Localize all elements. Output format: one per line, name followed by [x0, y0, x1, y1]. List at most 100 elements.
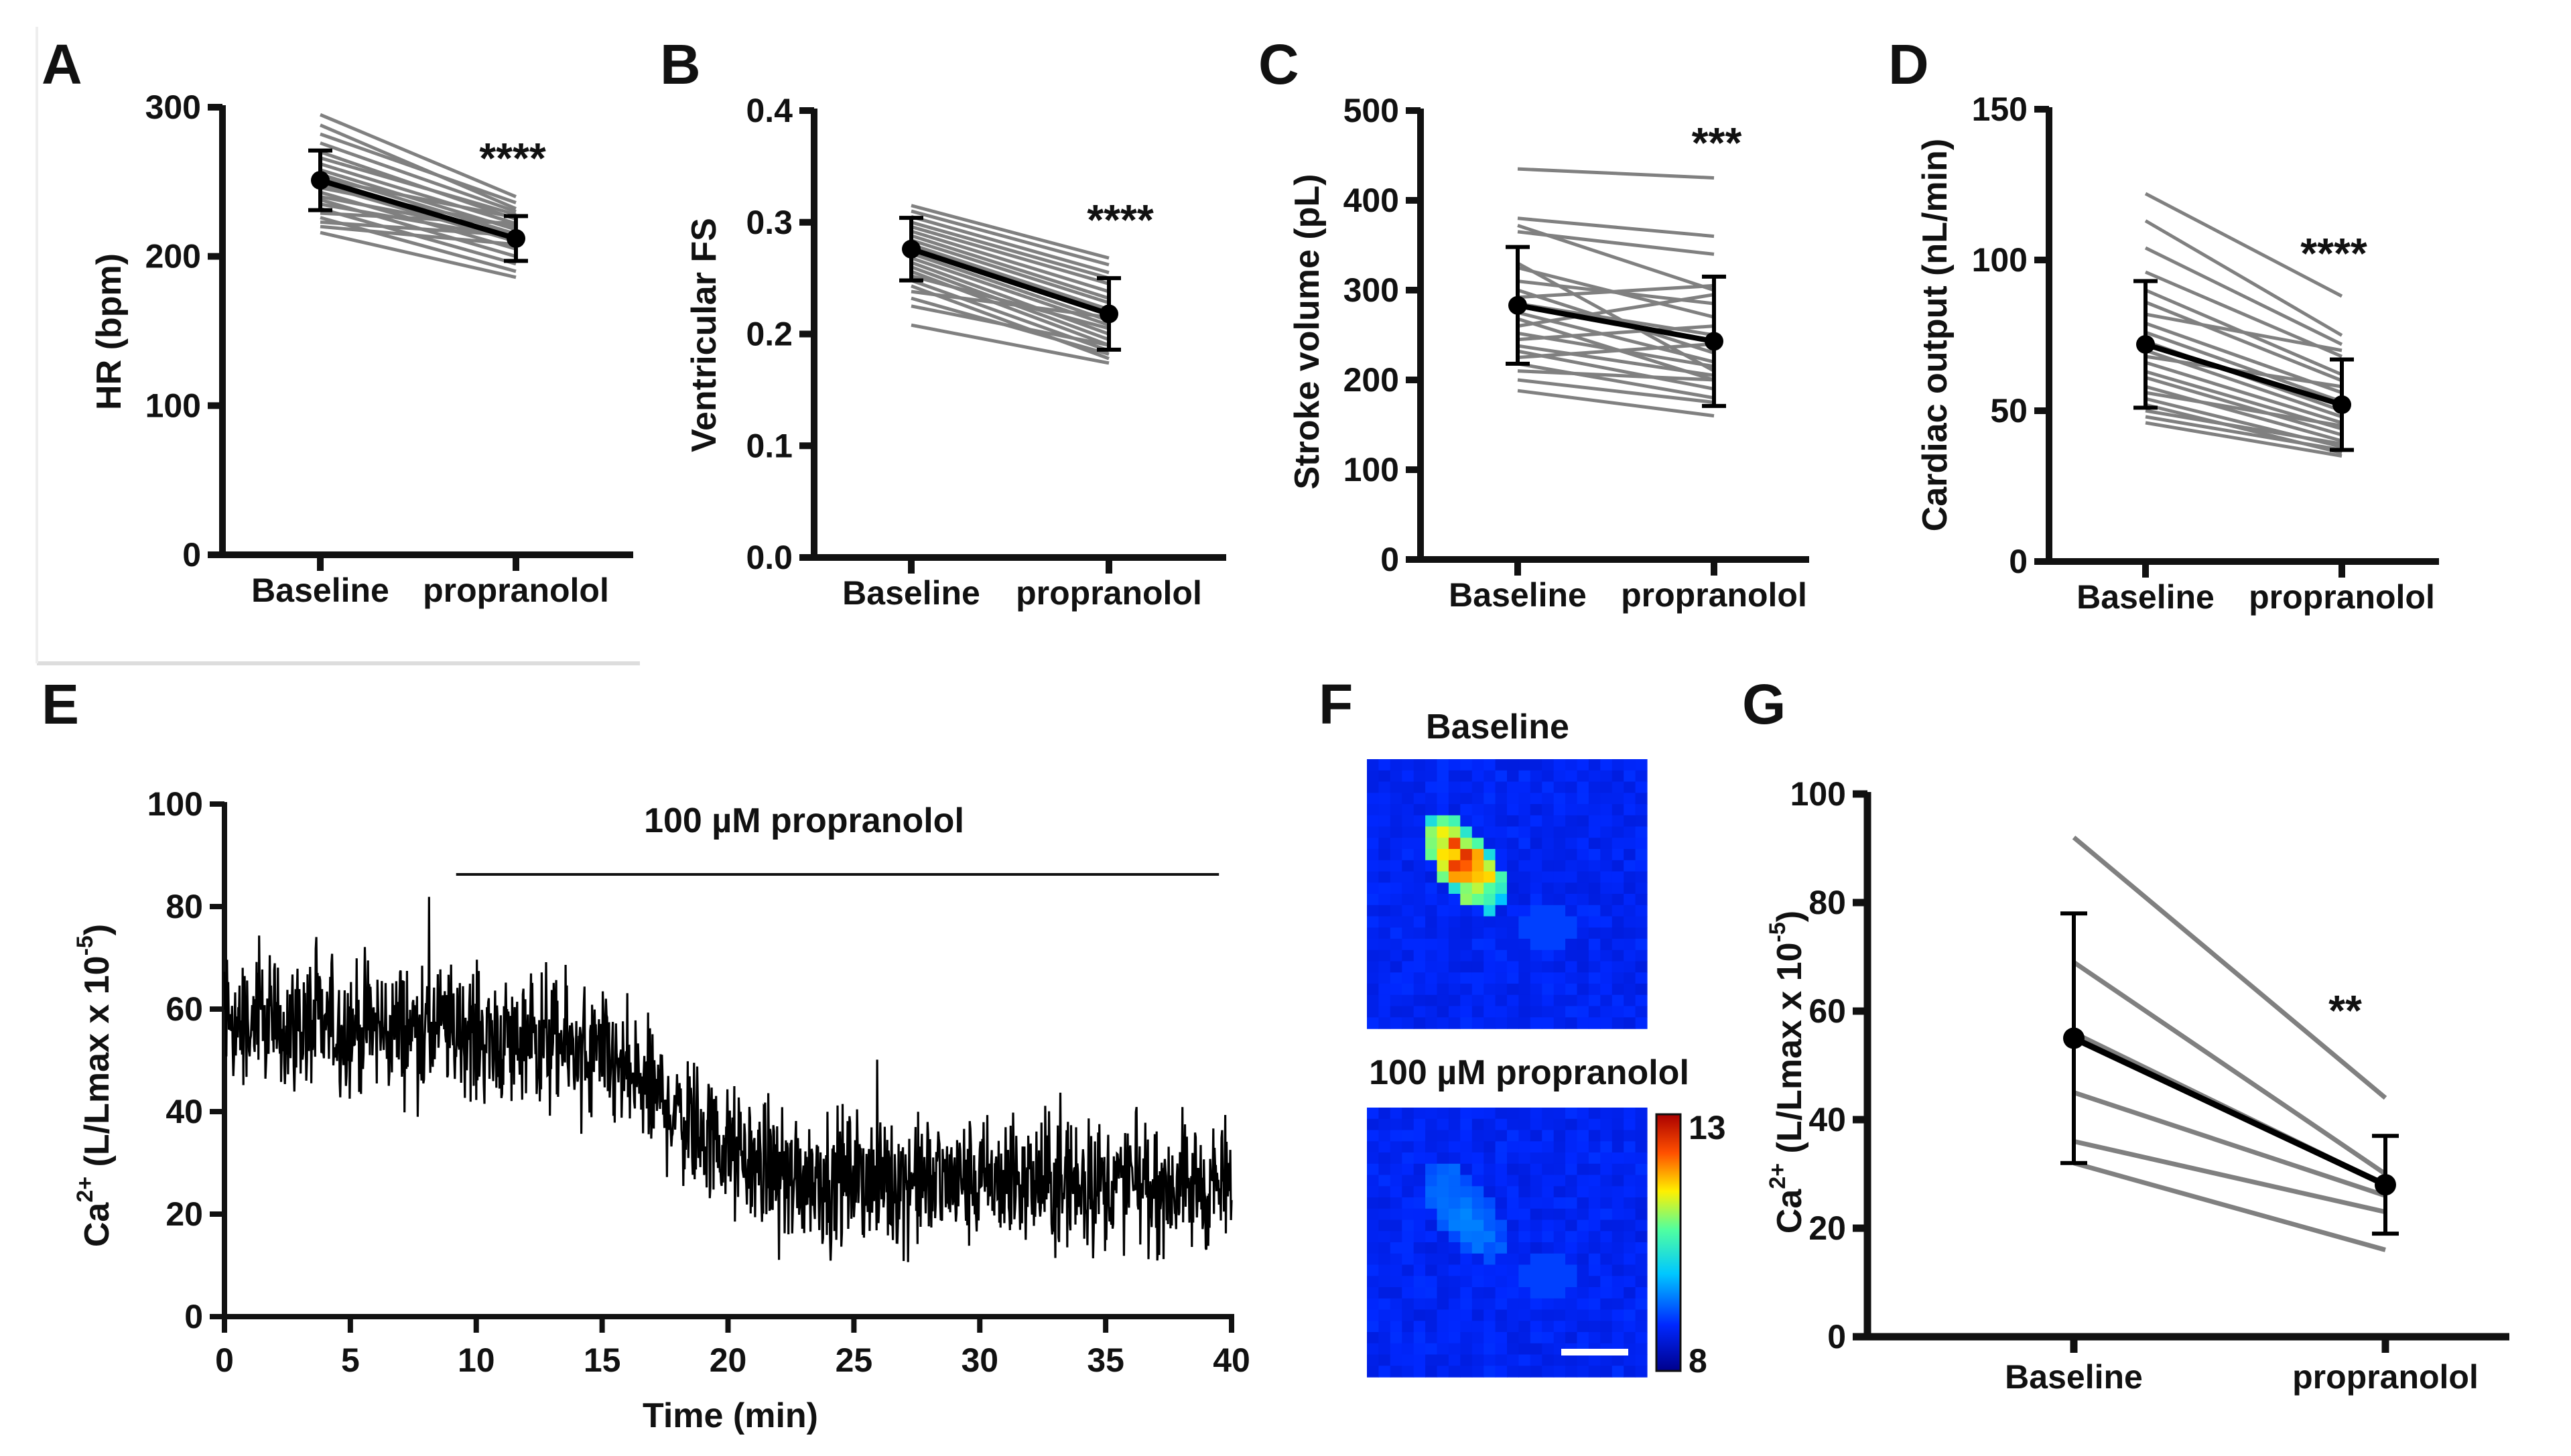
heatmap-pixel: [1530, 1152, 1542, 1165]
heatmap-pixel: [1542, 826, 1555, 838]
heatmap-pixel: [1495, 1343, 1508, 1355]
heatmap-pixel: [1553, 1276, 1566, 1288]
x-tick-label: 10: [458, 1341, 495, 1379]
y-tick-label: 0.0: [746, 539, 793, 576]
heatmap-pixel: [1624, 838, 1636, 850]
heatmap-pixel: [1611, 1231, 1624, 1243]
heatmap-pixel: [1588, 984, 1601, 996]
heatmap-pixel: [1577, 1108, 1589, 1120]
heatmap-pixel: [1518, 1175, 1531, 1187]
heatmap-pixel: [1367, 1276, 1379, 1288]
heatmap-pixel: [1484, 1231, 1496, 1243]
x-tick-label: Baseline: [842, 574, 980, 612]
heatmap-pixel: [1484, 860, 1496, 872]
heatmap-pixel: [1425, 1231, 1438, 1243]
heatmap-pixel: [1530, 1141, 1542, 1153]
heatmap-pixel: [1495, 961, 1508, 973]
heatmap-pixel: [1448, 1108, 1461, 1120]
heatmap-pixel: [1588, 1366, 1601, 1378]
heatmap-pixel: [1484, 1354, 1496, 1366]
heatmap-pixel: [1425, 894, 1438, 906]
heatmap-pixel: [1611, 1186, 1624, 1198]
heatmap-pixel: [1378, 1321, 1391, 1333]
heatmap-pixel: [1448, 927, 1461, 939]
heatmap-pixel: [1530, 994, 1542, 1007]
heatmap-pixel: [1390, 804, 1402, 816]
mean-point: [2136, 335, 2155, 354]
heatmap-pixel: [1624, 1197, 1636, 1209]
heatmap-pixel: [1413, 770, 1426, 783]
heatmap-pixel: [1577, 961, 1589, 973]
heatmap-pixel: [1471, 1219, 1484, 1232]
heatmap-pixel: [1577, 1253, 1589, 1266]
y-tick-label: 0: [1380, 541, 1399, 578]
heatmap-pixel: [1507, 1253, 1519, 1266]
heatmap-pixel: [1471, 1152, 1484, 1165]
heatmap-pixel: [1518, 1141, 1531, 1153]
heatmap-pixel: [1378, 1366, 1391, 1378]
paired-sample-line: [320, 224, 517, 247]
heatmap-pixel: [1378, 972, 1391, 984]
heatmap-pixel: [1635, 860, 1648, 872]
heatmap-pixel: [1542, 1298, 1555, 1311]
heatmap-pixel: [1542, 1006, 1555, 1018]
heatmap-pixel: [1507, 871, 1519, 883]
y-axis-label: HR (bpm): [90, 253, 129, 410]
heatmap-pixel: [1402, 838, 1414, 850]
heatmap-pixel: [1611, 1108, 1624, 1120]
heatmap-pixel: [1611, 804, 1624, 816]
heatmap-pixel: [1484, 1219, 1496, 1232]
heatmap-pixel: [1624, 1231, 1636, 1243]
heatmap-pixel: [1437, 871, 1449, 883]
heatmap-pixel: [1367, 1186, 1379, 1198]
paired-sample-line: [1517, 369, 1715, 382]
heatmap-pixel: [1624, 804, 1636, 816]
heatmap-pixel: [1507, 1242, 1519, 1254]
heatmap-pixel: [1530, 1242, 1542, 1254]
heatmap-pixel: [1553, 860, 1566, 872]
heatmap-pixel: [1460, 815, 1473, 828]
heatmap-pixel: [1635, 793, 1648, 805]
heatmap-pixel: [1542, 1152, 1555, 1165]
paired-sample-line: [320, 211, 517, 226]
heatmap-pixel: [1624, 1141, 1636, 1153]
heatmap-pixel: [1553, 1242, 1566, 1254]
heatmap-pixel: [1600, 1253, 1613, 1266]
heatmap-pixel: [1553, 1141, 1566, 1153]
mean-line: [2072, 1035, 2387, 1188]
heatmap-pixel: [1390, 871, 1402, 883]
heatmap-pixel: [1390, 882, 1402, 895]
heatmap-pixel: [1624, 1006, 1636, 1018]
heatmap-pixel: [1390, 770, 1402, 783]
heatmap-pixel: [1484, 961, 1496, 973]
heatmap-pixel: [1367, 770, 1379, 783]
heatmap-pixel: [1553, 781, 1566, 793]
heatmap-pixel: [1624, 1163, 1636, 1176]
heatmap-pixel: [1484, 1152, 1496, 1165]
heatmap-pixel: [1448, 1231, 1461, 1243]
heatmap-pixel: [1507, 1197, 1519, 1209]
calcium-trace: [223, 897, 1233, 1262]
heatmap-pixel: [1530, 1309, 1542, 1321]
heatmap-pixel: [1484, 972, 1496, 984]
heatmap-pixel: [1390, 1186, 1402, 1198]
heatmap-pixel: [1437, 994, 1449, 1007]
heatmap-pixel: [1565, 1309, 1578, 1321]
heatmap-pixel: [1425, 1343, 1438, 1355]
heatmap-pixel: [1437, 1197, 1449, 1209]
heatmap-pixel: [1437, 1309, 1449, 1321]
heatmap-pixel: [1542, 1163, 1555, 1176]
heatmap-pixel: [1624, 1287, 1636, 1299]
heatmap-pixel: [1507, 916, 1519, 928]
heatmap-pixel: [1484, 894, 1496, 906]
heatmap-pixel: [1413, 905, 1426, 917]
y-tick-label: 0: [1827, 1318, 1846, 1355]
heatmap-pixel: [1425, 838, 1438, 850]
heatmap-pixel: [1460, 1354, 1473, 1366]
paired-sample-line: [2145, 312, 2343, 352]
heatmap-pixel: [1471, 1298, 1484, 1311]
panel-d-chart: D Cardiac output (nL/min) Baseline propr…: [1888, 33, 2439, 616]
heatmap-pixel: [1611, 815, 1624, 828]
heatmap-pixel: [1542, 849, 1555, 861]
panel-f-images: F Baseline 100 µM propranolol 13 8: [1319, 673, 1726, 1380]
